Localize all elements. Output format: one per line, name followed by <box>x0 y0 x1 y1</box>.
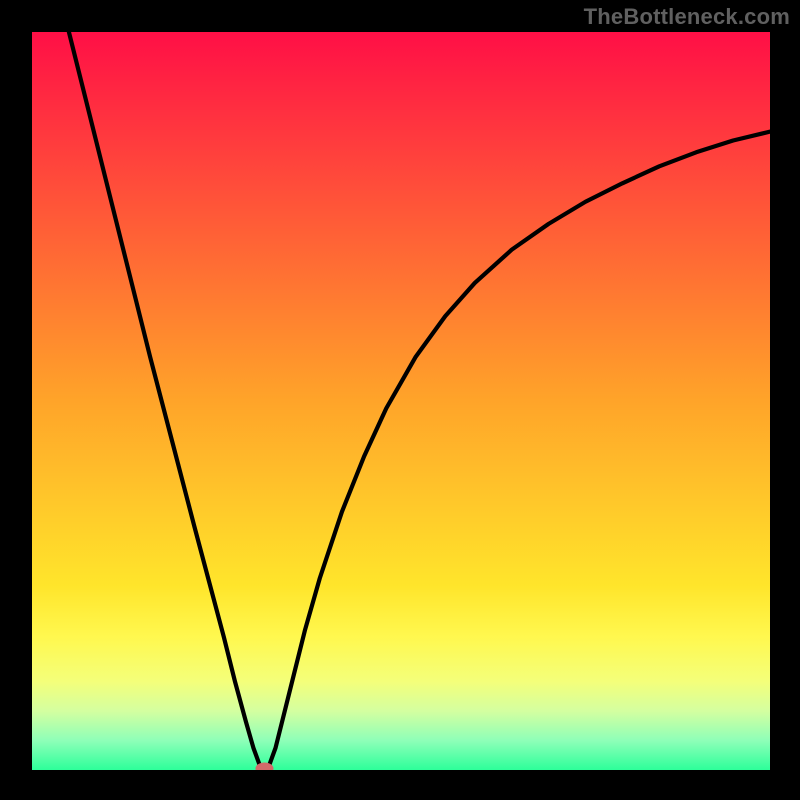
chart-svg <box>32 32 770 770</box>
chart-gradient-area <box>32 32 770 770</box>
bottleneck-curve <box>69 32 770 769</box>
watermark-text: TheBottleneck.com <box>584 4 790 30</box>
min-marker <box>255 763 273 770</box>
